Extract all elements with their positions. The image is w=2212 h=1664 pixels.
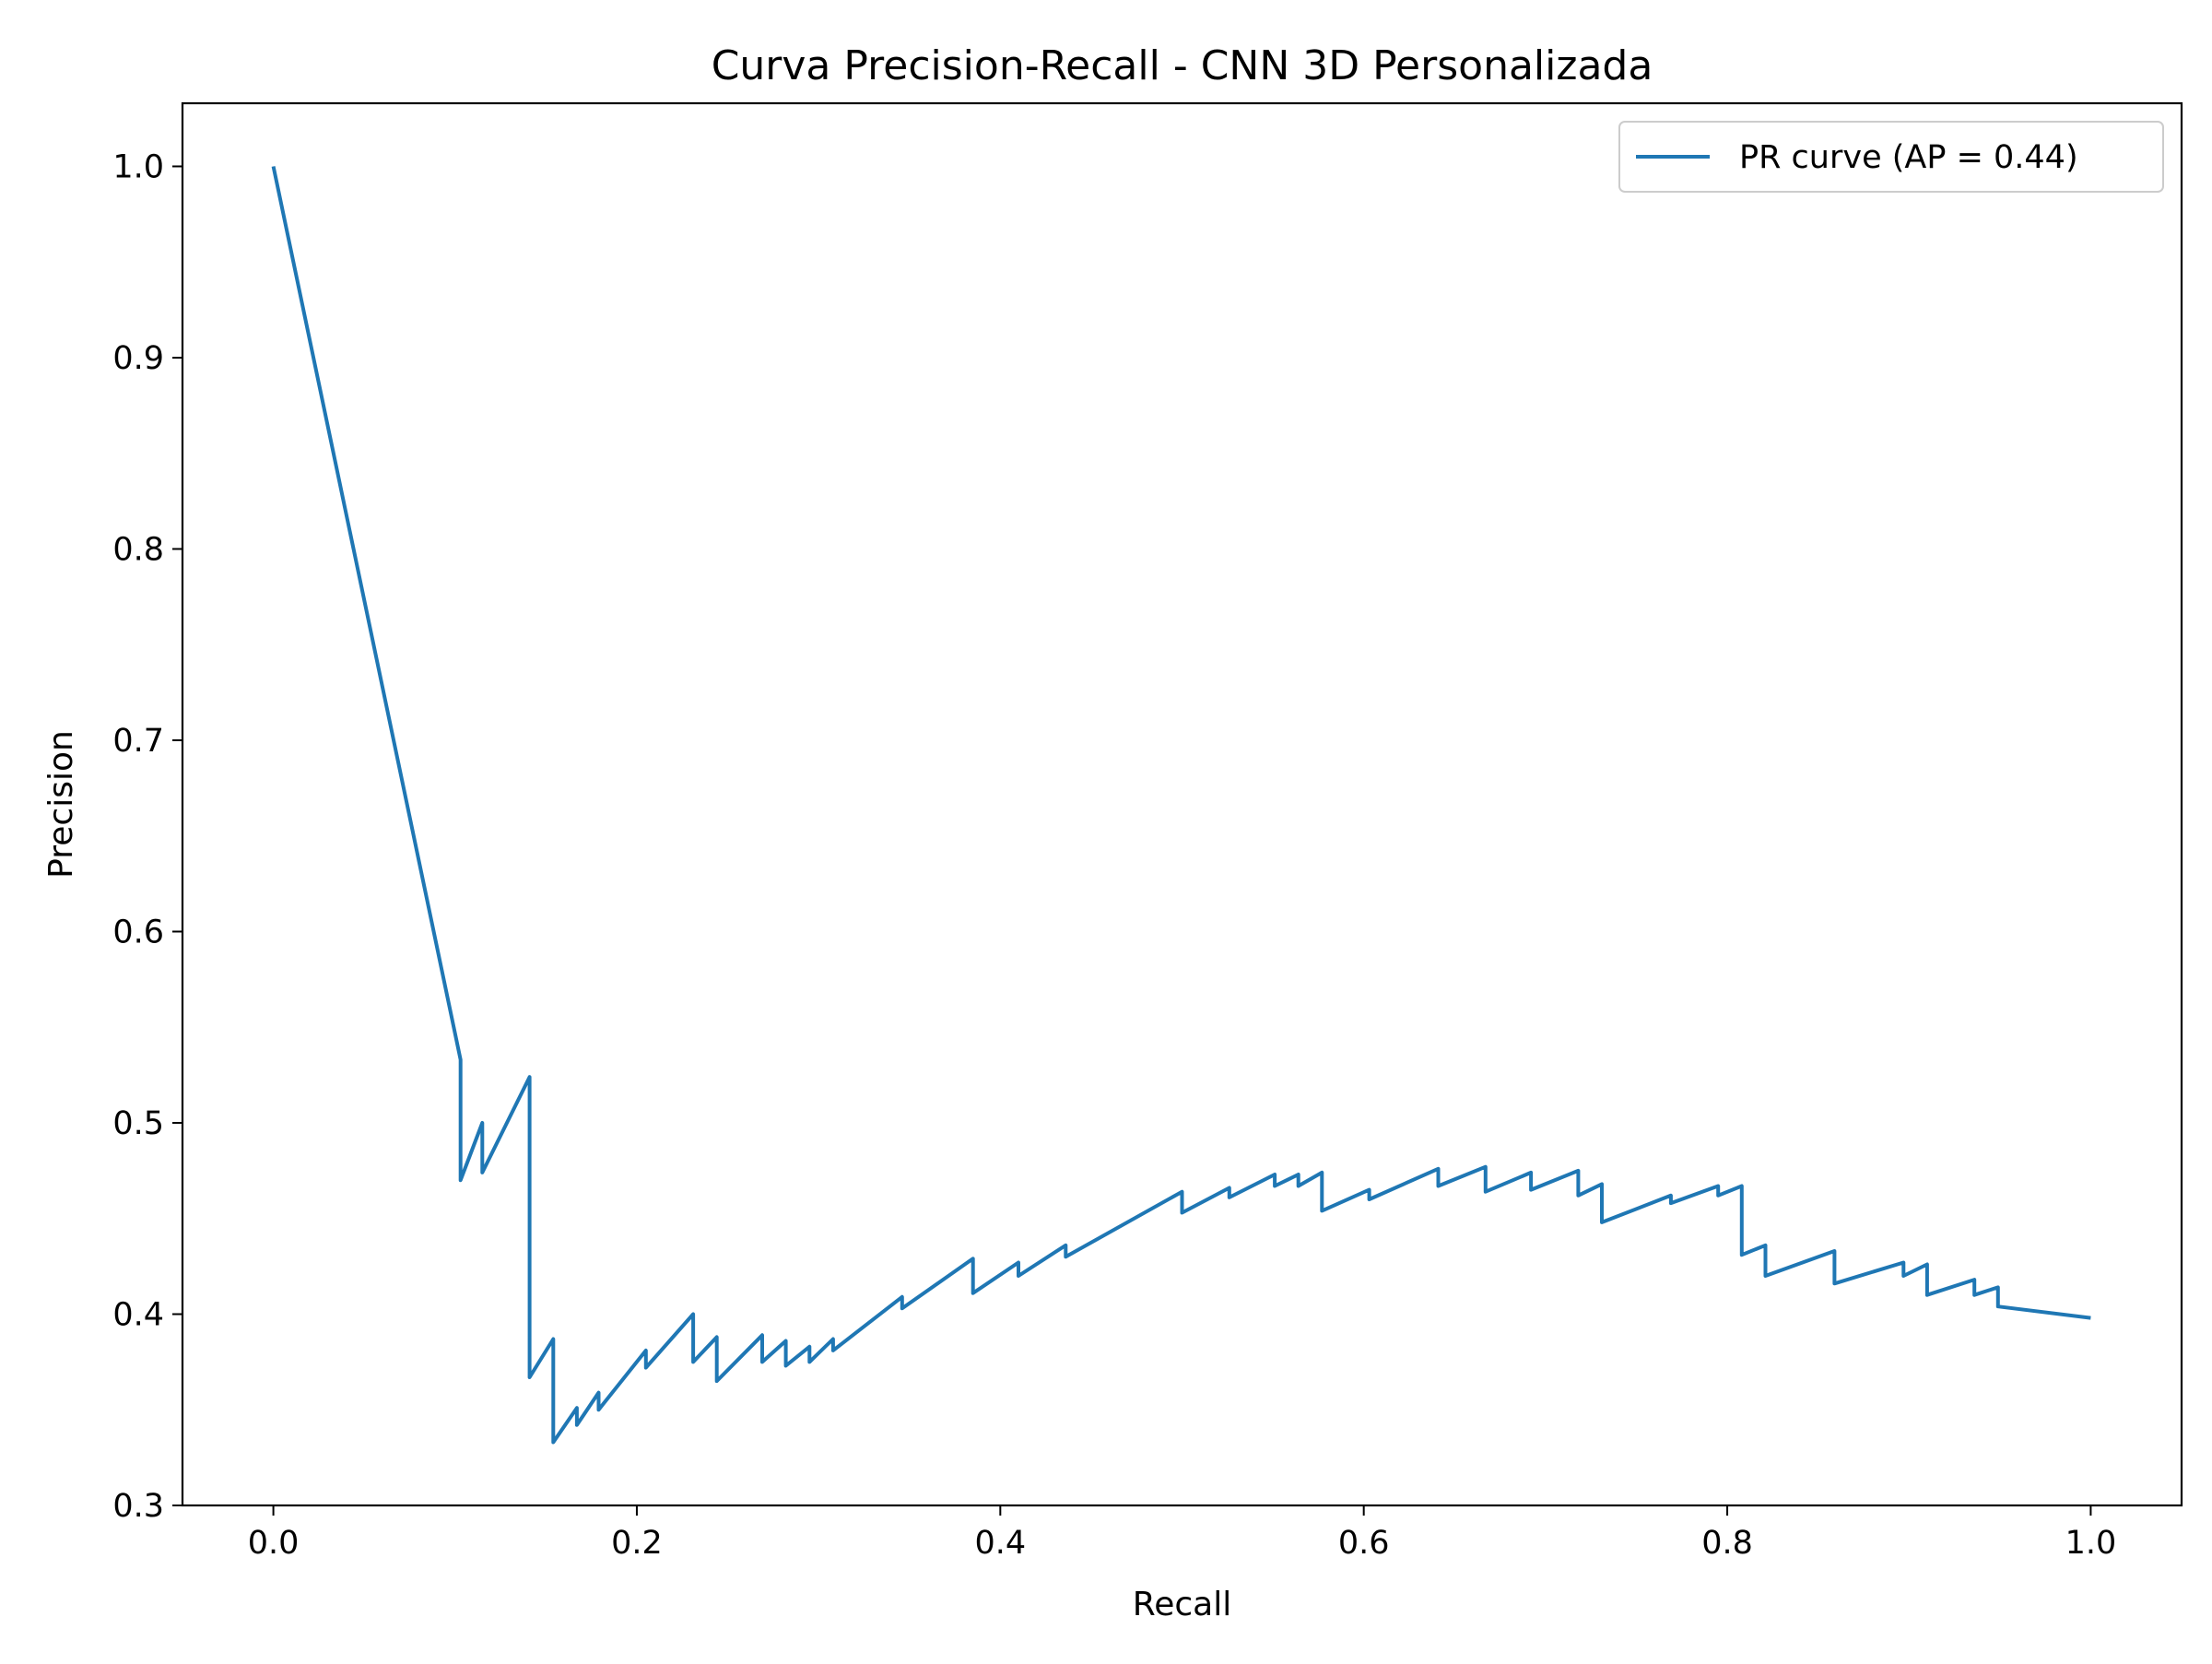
y-tick-label: 0.4 xyxy=(112,1296,164,1333)
plot-frame xyxy=(181,101,2183,1507)
x-tick-label: 0.2 xyxy=(611,1525,663,1562)
x-tick-label: 0.6 xyxy=(1338,1525,1390,1562)
legend: PR curve (AP = 0.44) xyxy=(1618,121,2164,193)
series-line-pr-curve xyxy=(271,166,2091,1445)
x-tick-label: 1.0 xyxy=(2065,1525,2117,1562)
y-tick-label: 0.3 xyxy=(112,1488,164,1525)
x-axis-label: Recall xyxy=(1133,1586,1231,1623)
y-tick-label: 0.5 xyxy=(112,1105,164,1142)
y-tick-label: 0.9 xyxy=(112,340,164,377)
y-axis-label: Precision xyxy=(42,730,80,879)
legend-box xyxy=(1618,121,2164,193)
chart-title: Curva Precision-Recall - CNN 3D Personal… xyxy=(712,42,1653,89)
y-tick-label: 0.8 xyxy=(112,531,164,568)
x-tick-label: 0.0 xyxy=(248,1525,300,1562)
y-tick-label: 0.6 xyxy=(112,914,164,950)
y-tick-label: 1.0 xyxy=(112,148,164,185)
x-tick-label: 0.4 xyxy=(974,1525,1026,1562)
legend-label-pr-curve: PR curve (AP = 0.44) xyxy=(1739,139,2078,176)
y-tick-label: 0.7 xyxy=(112,723,164,760)
x-tick-label: 0.8 xyxy=(1701,1525,1753,1562)
